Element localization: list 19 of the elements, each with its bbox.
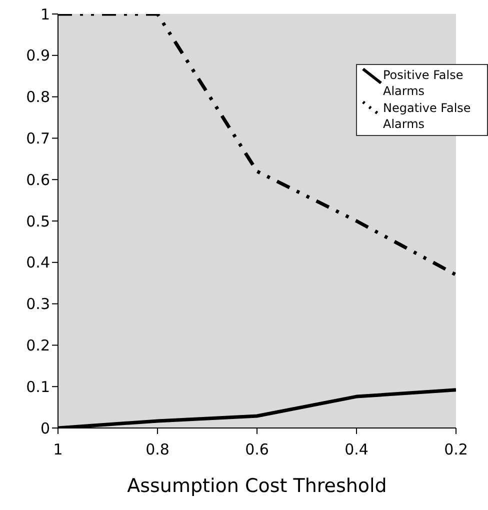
y-tick-label: 0.5 — [26, 212, 50, 230]
x-tick-label: 0.2 — [444, 440, 468, 459]
y-tick-label: 0.6 — [26, 170, 50, 189]
y-tick-label: 0.1 — [26, 378, 50, 396]
x-tick-label: 0.8 — [146, 440, 170, 459]
legend-label: Positive False Alarms — [383, 67, 464, 99]
x-tick-label: 0.4 — [344, 440, 368, 459]
x-tick-label: 0.6 — [245, 440, 269, 459]
y-tick-label: 0.8 — [26, 88, 50, 106]
x-tick-label: 1 — [53, 440, 63, 459]
y-tick-label: 0 — [40, 419, 50, 438]
y-tick-label: 1 — [40, 5, 50, 24]
x-axis-title: Assumption Cost Threshold — [127, 475, 387, 497]
y-tick-label: 0.9 — [26, 46, 50, 65]
y-tick-label: 0.7 — [26, 130, 50, 148]
legend-label: Negative False Alarms — [383, 100, 472, 132]
y-tick-label: 0.3 — [26, 295, 50, 314]
y-tick-label: 0.2 — [26, 336, 50, 355]
y-tick-label: 0.4 — [26, 254, 50, 272]
